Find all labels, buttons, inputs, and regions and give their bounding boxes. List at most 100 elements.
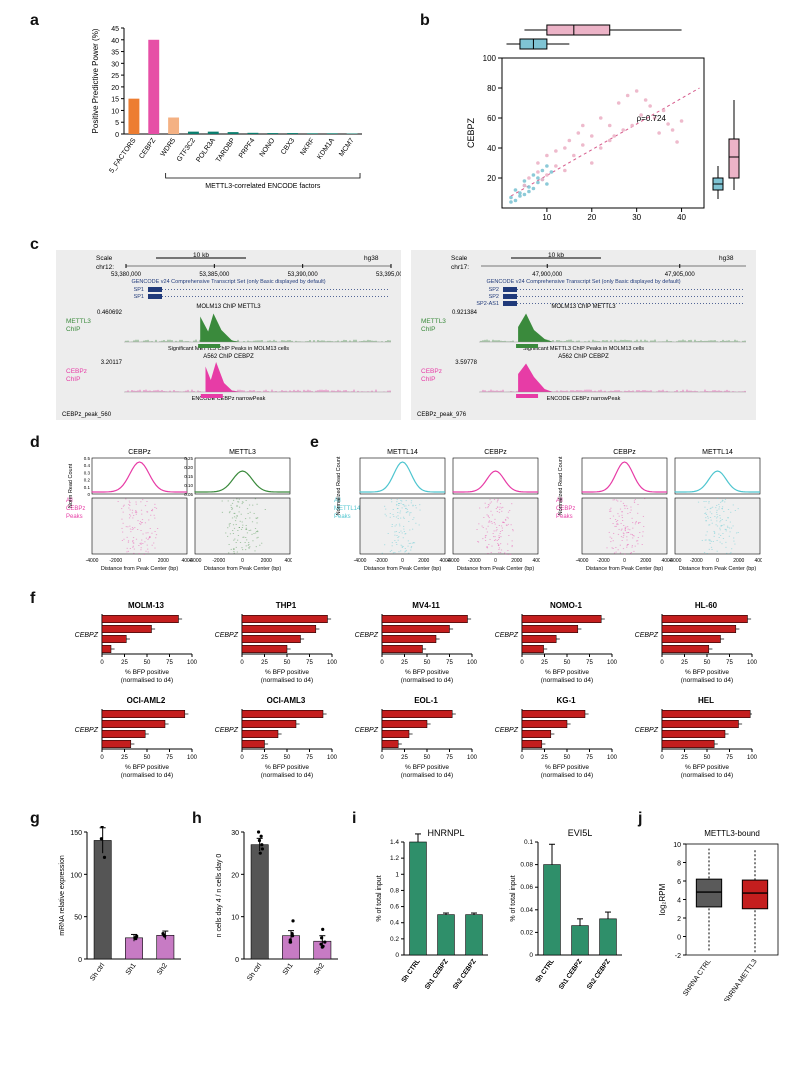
track-right: Scalechr17:10 kbhg3847,900,00047,905,000… [411,250,756,420]
svg-text:Significant METTL3 ChIP Peaks: Significant METTL3 ChIP Peaks in MOLM13 … [168,346,289,352]
svg-text:-4000: -4000 [86,558,99,564]
svg-text:METTL3: METTL3 [229,449,256,456]
panel-h: 0102030n cells day 4 / n cells day 0Sh c… [212,826,342,1001]
svg-text:50: 50 [564,755,571,761]
chart-j: METTL3-bound-20246810log₂RPMShRNA CTRLSh… [656,826,784,1001]
svg-text:100: 100 [187,660,198,666]
chart-a: 0510152025303540455_FACTORSCEBPZWDR5GTF3… [88,24,368,199]
svg-text:PRPF4: PRPF4 [238,137,257,160]
svg-text:80: 80 [487,84,496,93]
svg-text:ShRNA CTRL: ShRNA CTRL [682,958,713,997]
panel-d: AllCEBPzPeaksCEBPz00.10.20.30.40.5-4000-… [62,446,292,576]
svg-text:75: 75 [166,755,173,761]
panel-g: 050100150mRNA relative expressionSh ctrl… [55,826,185,1001]
panel-label-f: f [30,590,35,608]
svg-text:50: 50 [424,660,431,666]
svg-text:(normalised to d4): (normalised to d4) [121,772,173,779]
panel-a: 0510152025303540455_FACTORSCEBPZWDR5GTF3… [88,24,368,199]
svg-text:75: 75 [166,660,173,666]
svg-text:-2000: -2000 [212,558,225,564]
svg-text:0.20: 0.20 [184,465,193,470]
svg-text:30: 30 [231,830,239,837]
svg-text:50: 50 [74,915,82,922]
svg-text:40: 40 [677,213,686,222]
svg-text:% BFP positive: % BFP positive [405,764,449,771]
svg-text:0.25: 0.25 [184,456,193,461]
svg-text:100: 100 [327,660,338,666]
svg-text:4000: 4000 [532,558,540,564]
svg-text:75: 75 [586,755,593,761]
svg-text:0: 0 [240,755,244,761]
svg-text:100: 100 [187,755,198,761]
svg-text:2000: 2000 [261,558,272,564]
svg-text:(normalised to d4): (normalised to d4) [121,677,173,684]
svg-text:METTL3-bound: METTL3-bound [704,829,760,838]
svg-text:40: 40 [111,38,119,45]
svg-text:10: 10 [542,213,551,222]
svg-text:CEBPZ: CEBPZ [466,117,476,148]
svg-text:% of total input: % of total input [510,875,517,921]
panel-label-c: c [30,236,39,254]
svg-text:10: 10 [111,108,119,115]
chart-h: 0102030n cells day 4 / n cells day 0Sh c… [212,826,342,1001]
svg-text:0: 0 [677,935,681,942]
svg-text:25: 25 [401,755,408,761]
svg-text:0: 0 [716,558,719,564]
svg-text:SP1: SP1 [134,294,144,300]
svg-text:Sh1 CEBPZ: Sh1 CEBPZ [558,958,584,991]
svg-text:POLR3A: POLR3A [195,137,217,164]
svg-text:100: 100 [327,755,338,761]
svg-text:0.1: 0.1 [84,485,91,490]
svg-text:0: 0 [235,957,239,964]
svg-text:ENCODE CEBPz narrowPeak: ENCODE CEBPz narrowPeak [547,396,621,402]
panel-c: Scalechr12:10 kbhg3853,380,00053,385,000… [56,250,756,420]
svg-text:2000: 2000 [511,558,522,564]
svg-text:60: 60 [487,114,496,123]
svg-text:2000: 2000 [733,558,744,564]
svg-text:log₂RPM: log₂RPM [658,883,667,915]
svg-text:ChIP: ChIP [421,376,435,383]
svg-text:NKRF: NKRF [299,137,316,157]
svg-text:0.02: 0.02 [520,929,533,936]
svg-text:-4000: -4000 [669,558,682,564]
svg-text:40: 40 [487,144,496,153]
svg-text:50: 50 [704,755,711,761]
svg-text:(normalised to d4): (normalised to d4) [541,772,593,779]
svg-text:100: 100 [467,660,478,666]
svg-text:-2000: -2000 [690,558,703,564]
svg-text:ChIP: ChIP [421,326,435,333]
svg-text:Sh2: Sh2 [313,962,326,976]
svg-text:25: 25 [261,660,268,666]
svg-text:1.2: 1.2 [390,855,399,862]
svg-text:-2000: -2000 [375,558,388,564]
svg-text:% BFP positive: % BFP positive [265,764,309,771]
svg-text:0: 0 [380,755,384,761]
svg-text:25: 25 [111,73,119,80]
svg-text:% BFP positive: % BFP positive [545,669,589,676]
svg-text:75: 75 [306,755,313,761]
svg-text:% BFP positive: % BFP positive [685,669,729,676]
svg-text:0.5: 0.5 [84,456,91,461]
svg-text:45: 45 [111,26,119,33]
svg-text:15: 15 [111,97,119,104]
svg-text:MOLM13 ChIP METTL3: MOLM13 ChIP METTL3 [551,304,616,310]
chart-i-2: EVI5L00.020.040.060.080.1% of total inpu… [506,826,626,1001]
svg-text:ρ=0.724: ρ=0.724 [637,114,667,123]
svg-text:CEBPZ: CEBPZ [75,632,99,639]
svg-text:4000: 4000 [284,558,292,564]
svg-text:100: 100 [607,755,618,761]
svg-text:METTL3: METTL3 [66,318,91,325]
svg-text:Sh2 CEBPZ: Sh2 CEBPZ [586,958,612,991]
svg-text:30: 30 [632,213,641,222]
svg-text:30: 30 [111,61,119,68]
svg-text:0: 0 [520,660,524,666]
svg-text:47,905,000: 47,905,000 [665,272,696,278]
svg-text:50: 50 [424,755,431,761]
svg-text:53,385,000: 53,385,000 [199,272,230,278]
svg-text:CEBPz: CEBPz [66,368,87,375]
svg-text:KDM1A: KDM1A [316,137,336,161]
svg-text:0: 0 [241,558,244,564]
svg-text:A562 ChIP CEBPZ: A562 ChIP CEBPZ [558,354,609,360]
chart-d: AllCEBPzPeaksCEBPz00.10.20.30.40.5-4000-… [62,446,292,576]
svg-text:METTL3-correlated ENCODE facto: METTL3-correlated ENCODE factors [205,183,321,190]
